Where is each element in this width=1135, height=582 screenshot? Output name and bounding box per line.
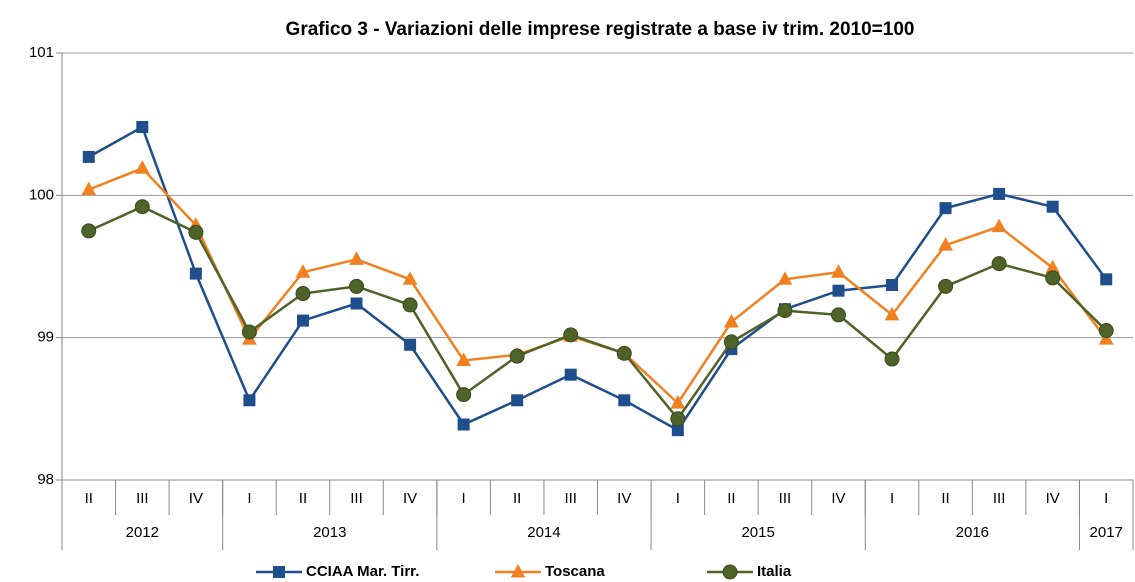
marker	[938, 278, 954, 294]
marker	[618, 394, 631, 407]
marker	[939, 202, 952, 215]
marker	[241, 324, 257, 340]
y-tick-label: 100	[29, 186, 54, 203]
marker	[295, 286, 311, 302]
x-tick-label: III	[993, 490, 1006, 507]
y-tick-label: 98	[37, 471, 54, 488]
marker	[991, 218, 1007, 233]
x-tick-label: II	[299, 490, 307, 507]
x-tick-label: III	[350, 490, 363, 507]
x-tick-label: I	[462, 490, 466, 507]
legend-marker	[273, 566, 285, 578]
x-tick-label: IV	[189, 490, 203, 507]
x-tick-label: II	[513, 490, 521, 507]
group-label: 2012	[126, 524, 159, 541]
group-label: 2016	[956, 524, 989, 541]
x-tick-label: IV	[1046, 490, 1060, 507]
marker	[509, 348, 525, 364]
marker	[670, 395, 686, 409]
marker	[884, 306, 900, 321]
marker	[81, 223, 97, 239]
legend-marker	[510, 563, 526, 578]
legend-label: CCIAA Mar. Tirr.	[306, 563, 419, 580]
marker	[457, 418, 470, 431]
y-tick-label: 101	[29, 44, 54, 61]
marker	[991, 256, 1007, 272]
marker	[671, 424, 684, 437]
marker	[1098, 323, 1114, 339]
x-tick-label: III	[564, 490, 577, 507]
x-tick-label: I	[676, 490, 680, 507]
legend-label: Toscana	[545, 563, 605, 580]
legend-marker	[722, 564, 738, 580]
legend-label: Italia	[757, 563, 792, 580]
x-tick-label: II	[727, 490, 735, 507]
marker	[134, 160, 150, 174]
marker	[1045, 270, 1061, 286]
marker	[295, 264, 311, 278]
x-tick-label: III	[779, 490, 792, 507]
x-tick-label: IV	[831, 490, 845, 507]
x-tick-label: IV	[617, 490, 631, 507]
marker	[296, 314, 309, 327]
marker	[402, 297, 418, 313]
marker	[670, 411, 686, 427]
marker	[993, 187, 1006, 200]
marker	[938, 237, 953, 251]
marker	[1046, 200, 1059, 213]
x-tick-label: I	[247, 490, 251, 507]
marker	[563, 327, 579, 343]
marker	[350, 297, 363, 310]
marker	[884, 351, 900, 367]
marker	[134, 199, 150, 215]
y-tick-label: 99	[37, 329, 54, 346]
series-line	[88, 125, 1108, 432]
marker	[1100, 273, 1113, 286]
marker	[456, 352, 471, 366]
group-label: 2017	[1090, 524, 1123, 541]
marker	[82, 150, 95, 163]
marker	[349, 278, 365, 294]
x-tick-label: II	[941, 490, 949, 507]
marker	[832, 284, 845, 297]
x-tick-label: IV	[403, 490, 417, 507]
marker	[456, 387, 472, 403]
group-label: 2013	[313, 524, 346, 541]
marker	[616, 345, 632, 361]
marker	[724, 313, 739, 328]
marker	[777, 271, 793, 285]
group-label: 2014	[527, 524, 560, 541]
marker	[188, 224, 204, 240]
series	[81, 199, 1114, 427]
marker	[81, 181, 97, 196]
marker	[830, 307, 846, 323]
chart-title: Grafico 3 - Variazioni delle imprese reg…	[286, 19, 915, 40]
marker	[1098, 331, 1114, 345]
marker	[349, 251, 364, 265]
marker	[243, 394, 256, 407]
x-tick-label: III	[136, 490, 149, 507]
marker	[777, 303, 793, 319]
marker	[723, 334, 739, 350]
x-tick-label: I	[1104, 490, 1108, 507]
marker	[136, 121, 149, 134]
series	[82, 121, 1113, 437]
marker	[511, 394, 524, 407]
series-line	[88, 166, 1108, 406]
group-label: 2015	[741, 524, 774, 541]
x-tick-label: I	[890, 490, 894, 507]
marker	[189, 267, 202, 280]
marker	[886, 279, 899, 292]
x-tick-label: II	[85, 490, 93, 507]
marker	[831, 264, 846, 278]
series-line	[88, 205, 1108, 421]
marker	[404, 338, 417, 351]
marker	[402, 271, 418, 285]
marker	[564, 368, 577, 381]
